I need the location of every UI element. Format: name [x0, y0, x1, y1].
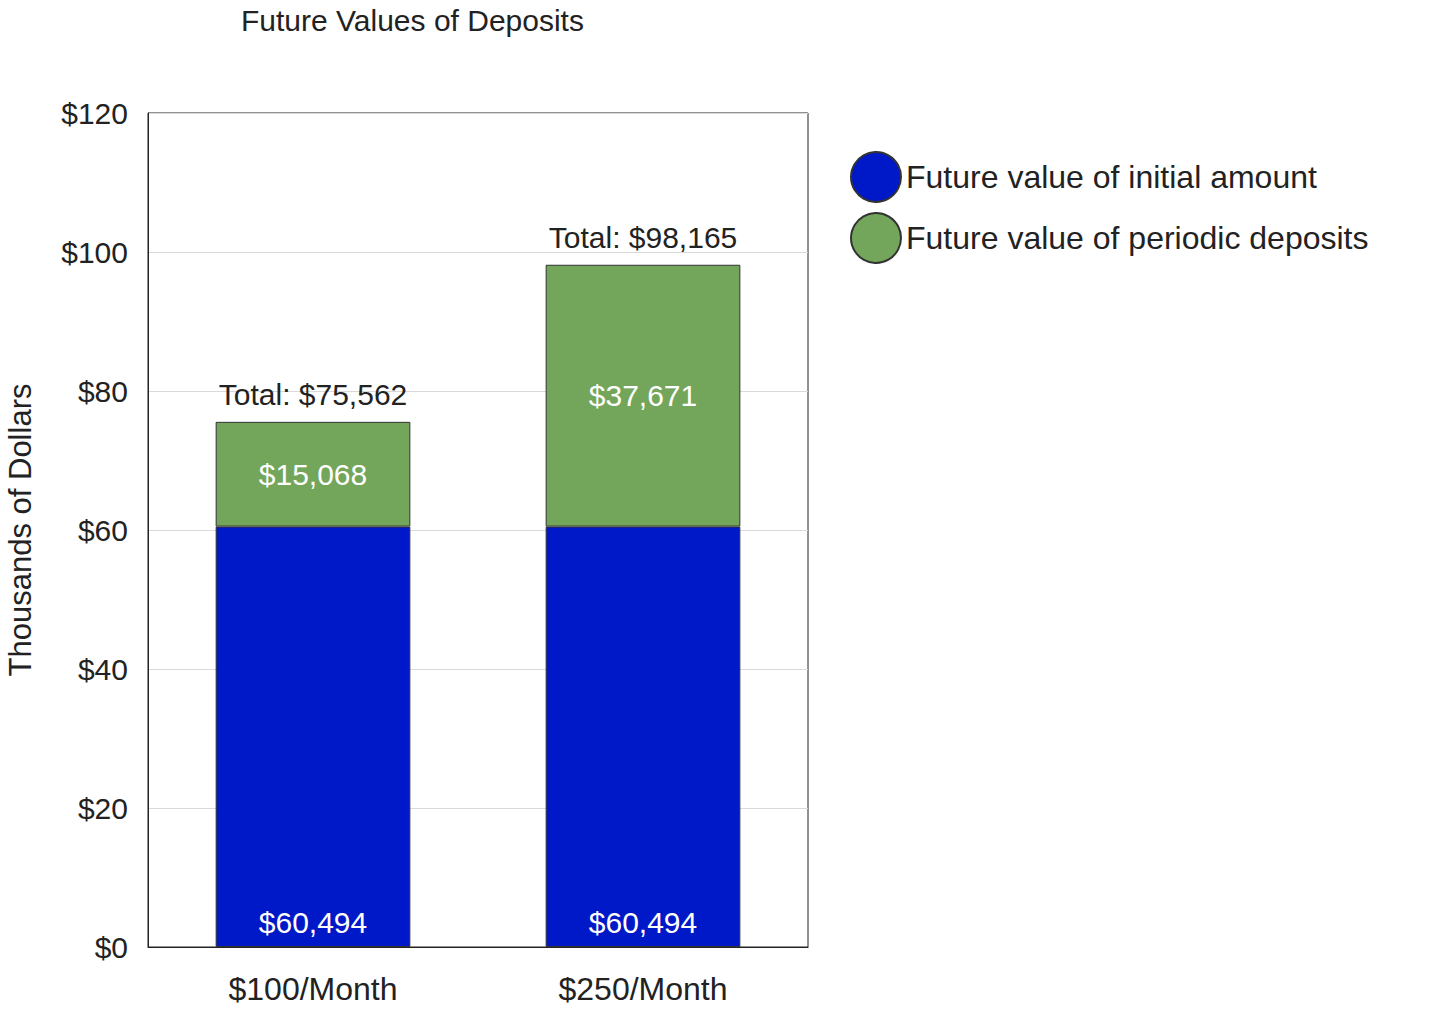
svg-text:Future Values of Deposits: Future Values of Deposits: [241, 4, 584, 37]
svg-text:$40: $40: [78, 653, 128, 686]
svg-text:$0: $0: [95, 931, 128, 964]
svg-text:$15,068: $15,068: [259, 458, 367, 491]
svg-text:$80: $80: [78, 375, 128, 408]
svg-text:Future value of periodic depos: Future value of periodic deposits: [906, 220, 1368, 256]
svg-text:$60,494: $60,494: [589, 906, 697, 939]
svg-text:$20: $20: [78, 792, 128, 825]
svg-text:$100: $100: [61, 236, 128, 269]
svg-text:$60: $60: [78, 514, 128, 547]
svg-text:Total: $75,562: Total: $75,562: [219, 378, 407, 411]
svg-text:$120: $120: [61, 97, 128, 130]
svg-text:Thousands of Dollars: Thousands of Dollars: [3, 384, 38, 677]
svg-text:Total: $98,165: Total: $98,165: [549, 221, 737, 254]
svg-text:$60,494: $60,494: [259, 906, 367, 939]
svg-text:$37,671: $37,671: [589, 379, 697, 412]
svg-text:$250/Month: $250/Month: [558, 971, 727, 1007]
svg-text:$100/Month: $100/Month: [228, 971, 397, 1007]
svg-text:Future value of initial amount: Future value of initial amount: [906, 159, 1317, 195]
